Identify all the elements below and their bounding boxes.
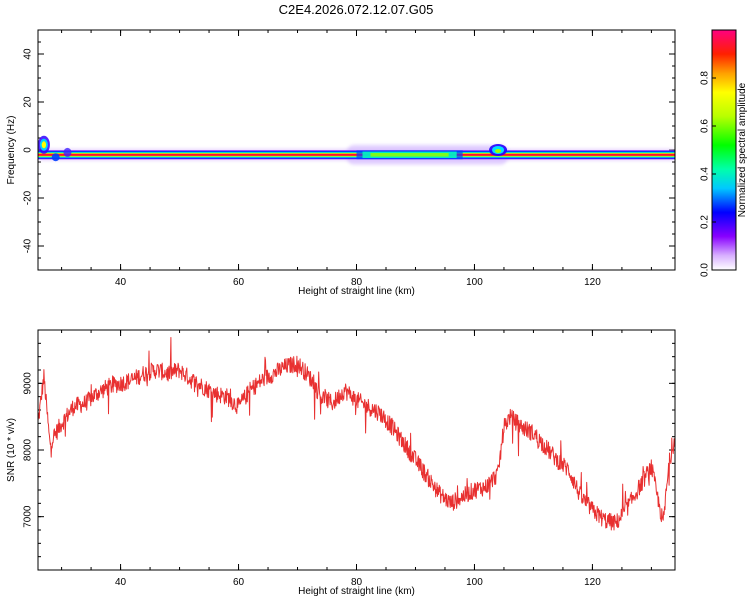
colorbar: 0.0 0.2 0.4 0.6 0.8 Normalized spectral ampli…	[700, 29, 748, 277]
x-tick-label: 120	[584, 577, 601, 588]
y-tick-label: -40	[23, 238, 34, 253]
ridge-bump-core	[495, 149, 502, 153]
x-tick-label: 40	[115, 577, 127, 588]
x-tick-label: 80	[351, 577, 363, 588]
start-blob-core	[41, 141, 47, 149]
plot-area	[38, 330, 675, 570]
y-tick-label: 20	[23, 96, 34, 108]
plot-frame	[37, 329, 676, 571]
ridge-dip	[63, 147, 72, 157]
x-tick-label: 80	[351, 277, 363, 288]
y-tick-label: 40	[23, 48, 34, 60]
y-tick-label: 7000	[23, 505, 34, 528]
x-tick-label: 120	[584, 277, 601, 288]
x-axis-label: Height of straight line (km)	[298, 286, 415, 297]
y-tick-label: 0	[23, 147, 34, 153]
spectrogram-image	[38, 135, 675, 165]
y-tick-label: 9000	[23, 372, 34, 395]
y-axis-label: SNR (10 * v/v)	[6, 418, 17, 482]
x-tick-label: 60	[233, 577, 245, 588]
snr-series-line	[38, 337, 675, 531]
figure-title: C2E4.2026.072.12.07.G05	[278, 2, 434, 17]
snr-line-group	[38, 337, 675, 531]
colorbar-tick-label: 0.8	[700, 71, 711, 85]
y-tick-label: -20	[23, 190, 34, 205]
snr-panel: 40 60 80 100 120 9000 8000 7000 Height of straig…	[6, 329, 676, 597]
plot-frame	[37, 29, 676, 271]
y-axis-label: Frequency (Hz)	[6, 116, 17, 185]
colorbar-label: Normalized spectral amplitude	[737, 82, 748, 217]
colorbar-gradient	[711, 29, 737, 271]
spectrogram-panel: 40 60 80 100 120 40 20 0 -20 -40 Height of straigh…	[6, 29, 676, 297]
y-tick-label: 8000	[23, 438, 34, 461]
colorbar-tick-label: 0.6	[700, 119, 711, 133]
x-tick-label: 100	[466, 577, 483, 588]
colorbar-tick-label: 0.2	[700, 215, 711, 229]
x-tick-label: 100	[466, 277, 483, 288]
colorbar-tick-label: 0.4	[700, 167, 711, 181]
weak-region-green	[370, 153, 449, 157]
x-tick-label: 60	[233, 277, 245, 288]
x-tick-label: 40	[115, 277, 127, 288]
ridge-dip	[51, 153, 60, 162]
x-axis-label: Height of straight line (km)	[298, 586, 415, 597]
colorbar-tick-label: 0.0	[700, 263, 711, 277]
